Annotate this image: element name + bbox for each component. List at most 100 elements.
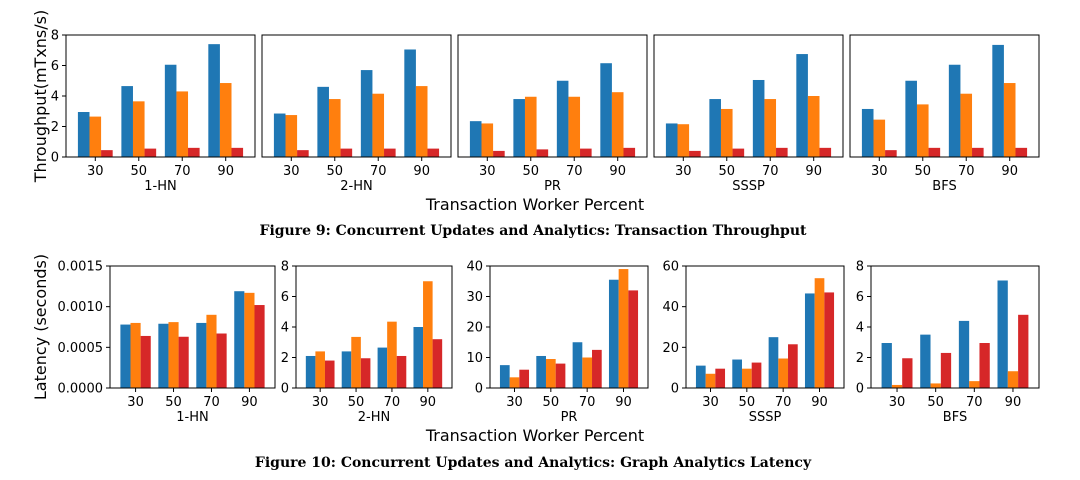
fig9-1-hn-ytick-label-2: 2: [51, 120, 59, 135]
fig10-1-hn-xtick-label-90: 90: [241, 395, 258, 410]
fig10-1-hn-group-label: 1-HN: [176, 410, 208, 425]
fig10-1-hn-ytick-label-0-0005: 0.0005: [58, 341, 104, 356]
fig10-sssp-ytick-label-20: 20: [662, 341, 679, 356]
fig9-sssp-bar-50-s2: [720, 108, 733, 157]
fig10-2-hn-bar-30-s3: [324, 360, 335, 388]
fig9-bfs-xtick-label-90: 90: [1001, 164, 1018, 179]
fig10-bfs-ytick-label-0: 0: [856, 382, 864, 397]
fig10-pr-bar-70-s1: [572, 342, 583, 388]
fig10-pr-panel: 30 50 70 90 0 10 20 30 40 PR: [466, 260, 649, 425]
fig9-1-hn-bar-90-s1: [208, 44, 220, 157]
fig10-pr-bar-90-s2: [618, 269, 629, 388]
fig9-1-hn-panel: 30 50 70 90 0 2 4 6 8 1-HN: [51, 29, 256, 194]
fig9-2-hn-xtick-label-70: 70: [370, 164, 387, 179]
fig9-bfs-bar-50-s1: [905, 80, 917, 157]
fig9-pr-bar-50-s3: [536, 149, 549, 158]
fig10-sssp-bar-50-s1: [732, 359, 742, 388]
fig9-bfs-bar-90-s3: [1015, 147, 1028, 157]
fig9-1-hn-bar-50-s2: [132, 101, 145, 157]
fig9-pr-bar-90-s2: [611, 92, 624, 157]
fig9-sssp-bar-90-s2: [807, 96, 820, 157]
fig9-2-hn-bar-70-s3: [384, 148, 396, 157]
fig10-2-hn-ytick-label-0: 0: [281, 382, 289, 397]
fig10-bfs-bar-70-s3: [979, 343, 990, 388]
fig9-pr-bar-90-s1: [600, 63, 612, 157]
fig9-1-hn-xtick-label-50: 50: [130, 164, 147, 179]
fig9-1-hn-xtick-label-30: 30: [87, 164, 104, 179]
fig9-bfs-frame: [849, 34, 1040, 158]
fig10-bfs-xtick-label-70: 70: [966, 395, 983, 410]
fig10-pr-bar-90-s3: [628, 290, 639, 388]
fig10-bfs-group-label: BFS: [943, 410, 967, 425]
fig10-pr-group-label: PR: [561, 410, 578, 425]
fig9-pr-bar-30-s3: [493, 150, 505, 157]
fig10-2-hn-bar-70-s3: [396, 355, 407, 388]
fig9-sssp-bar-90-s3: [819, 147, 832, 157]
fig10-1-hn-ytick-label-0-0015: 0.0015: [58, 260, 104, 275]
fig10-bfs-bar-90-s1: [997, 280, 1008, 388]
fig9-sssp-bar-30-s2: [677, 124, 690, 157]
fig10-1-hn-xtick-label-70: 70: [203, 395, 220, 410]
fig10-1-hn-ytick-label-0-0000: 0.0000: [58, 382, 104, 397]
fig10-2-hn-ytick-label-6: 6: [281, 290, 289, 305]
fig9-sssp-bar-30-s3: [689, 150, 701, 157]
fig9-bfs-xtick-label-30: 30: [871, 164, 888, 179]
fig9-pr-frame: [457, 34, 648, 158]
fig9-1-hn-ytick-label-6: 6: [51, 59, 59, 74]
fig9-2-hn-bar-50-s1: [317, 86, 329, 157]
fig9-1-hn-bar-90-s3: [231, 147, 244, 157]
fig9-2-hn-bar-30-s1: [273, 113, 286, 157]
fig10-2-hn-group-label: 2-HN: [358, 410, 390, 425]
fig9-2-hn-bar-70-s2: [372, 93, 385, 157]
fig10-2-hn-bar-90-s2: [423, 281, 433, 388]
fig9-sssp-xtick-label-70: 70: [762, 164, 779, 179]
fig9-pr-bar-90-s3: [623, 147, 636, 157]
fig9-bfs-panel: 30 50 70 90 BFS: [849, 34, 1040, 194]
fig10-sssp-bar-90-s3: [824, 292, 835, 388]
fig10-1-hn-bar-70-s3: [216, 333, 227, 388]
fig10-bfs-bar-30-s3: [902, 358, 913, 388]
fig9-1-hn-group-label: 1-HN: [144, 179, 176, 194]
fig9-bfs-bar-30-s2: [873, 119, 886, 157]
fig10-2-hn-bar-90-s1: [413, 327, 424, 388]
fig10-sssp-xtick-label-90: 90: [811, 395, 828, 410]
fig9-sssp-frame: [653, 34, 844, 158]
fig9-1-hn-bar-90-s2: [219, 83, 232, 157]
fig9-pr-bar-50-s1: [513, 99, 525, 157]
fig10-2-hn-xtick-label-30: 30: [312, 395, 329, 410]
fig10-bfs-bar-70-s1: [958, 320, 970, 388]
fig10-2-hn-bar-30-s1: [305, 355, 316, 388]
fig9-xlabel: Transaction Worker Percent: [425, 195, 644, 214]
fig9-2-hn-bar-90-s2: [415, 86, 428, 157]
fig10-sssp-bar-30-s3: [715, 368, 726, 388]
fig9-1-hn-ytick-label-8: 8: [51, 29, 59, 44]
fig9-sssp-bar-70-s2: [764, 99, 777, 157]
fig10-2-hn-xtick-label-50: 50: [348, 395, 365, 410]
fig9-bfs-bar-30-s3: [885, 150, 897, 157]
fig9-sssp-bar-70-s3: [776, 147, 788, 157]
fig9-1-hn-bar-50-s3: [144, 148, 157, 157]
fig10-bfs-ytick-label-6: 6: [856, 290, 864, 305]
fig10-2-hn-bar-50-s1: [341, 351, 352, 388]
fig10-caption: Figure 10: Concurrent Updates and Analyt…: [255, 455, 812, 471]
fig10-1-hn-bar-30-s3: [140, 335, 151, 388]
fig9-1-hn-ytick-label-0: 0: [51, 151, 59, 166]
fig9-2-hn-bar-70-s1: [360, 70, 373, 157]
fig10-pr-bar-50-s2: [545, 359, 556, 388]
fig9-2-hn-bar-90-s3: [427, 148, 440, 157]
fig10-bfs-ytick-label-2: 2: [856, 351, 864, 366]
fig10-sssp-frame: [685, 265, 845, 389]
fig9-bfs-group-label: BFS: [932, 179, 956, 194]
fig9-2-hn-frame: [261, 34, 452, 158]
fig9-2-hn-xtick-label-30: 30: [283, 164, 300, 179]
fig10-sssp-ytick-label-0: 0: [671, 382, 679, 397]
fig10-sssp-bar-50-s3: [751, 362, 762, 388]
fig10-2-hn-bar-70-s2: [387, 321, 397, 388]
fig9-2-hn-bar-50-s2: [328, 99, 341, 157]
fig10-bfs-xtick-label-50: 50: [927, 395, 944, 410]
fig9-pr-group-label: PR: [544, 179, 561, 194]
fig10-1-hn-ytick-label-0-0010: 0.0010: [58, 300, 104, 315]
fig10-2-hn-xtick-label-70: 70: [384, 395, 401, 410]
